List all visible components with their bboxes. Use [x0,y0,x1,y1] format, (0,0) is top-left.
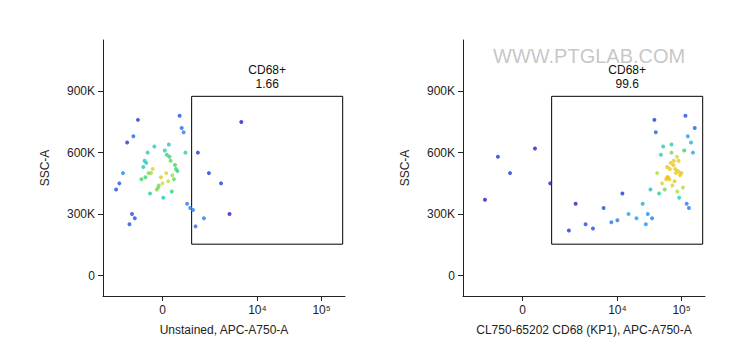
svg-text:10⁵: 10⁵ [312,303,330,317]
svg-text:CD68+: CD68+ [608,62,646,77]
svg-text:600K: 600K [67,146,95,160]
svg-text:300K: 300K [67,207,95,221]
svg-text:SSC-A: SSC-A [38,150,52,187]
svg-text:900K: 900K [67,84,95,98]
svg-text:900K: 900K [427,84,455,98]
svg-text:Unstained, APC-A750-A: Unstained, APC-A750-A [160,323,289,337]
svg-text:10⁴: 10⁴ [608,303,627,317]
svg-text:99.6: 99.6 [615,77,639,91]
svg-text:0: 0 [159,303,166,317]
svg-text:300K: 300K [427,207,455,221]
svg-text:WWW.PTGLAB.COM: WWW.PTGLAB.COM [493,45,685,67]
svg-text:0: 0 [88,269,95,283]
svg-text:SSC-A: SSC-A [398,150,412,187]
svg-text:0: 0 [519,303,526,317]
svg-text:10⁵: 10⁵ [672,303,690,317]
svg-text:0: 0 [448,269,455,283]
svg-text:10⁴: 10⁴ [248,303,267,317]
svg-text:600K: 600K [427,146,455,160]
svg-text:CD68+: CD68+ [248,63,286,77]
svg-text:CL750-65202 CD68 (KP1), APC-A7: CL750-65202 CD68 (KP1), APC-A750-A [476,323,691,337]
svg-text:1.66: 1.66 [255,77,279,91]
